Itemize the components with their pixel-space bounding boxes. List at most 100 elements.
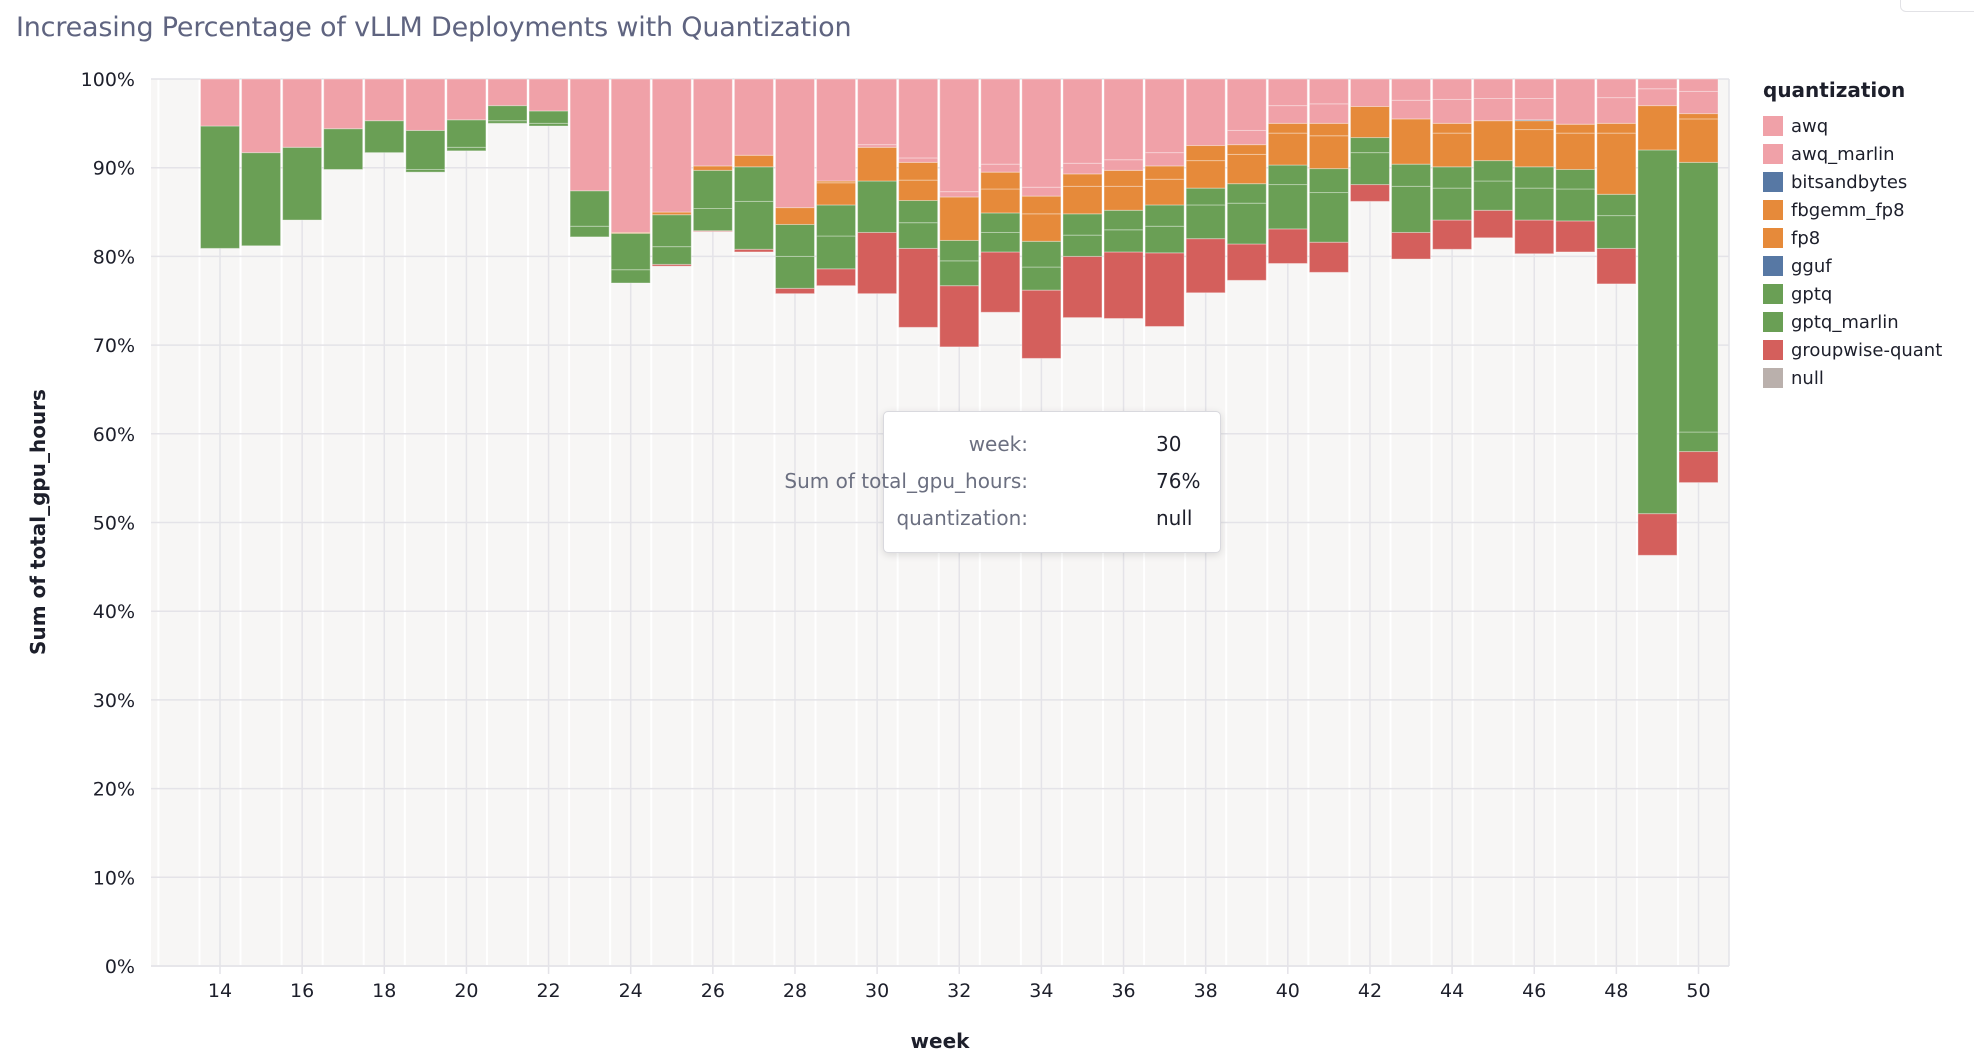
bar-segment-gptq-marlin-week-41[interactable] [1308, 192, 1349, 243]
bar-segment-awq-week-33[interactable] [980, 78, 1021, 165]
bar-segment-awq-week-34[interactable] [1021, 78, 1062, 188]
bar-segment-awq-week-29[interactable] [816, 78, 857, 182]
bar-segment-awq-week-30[interactable] [857, 78, 898, 146]
bar-segment-groupwise-quant-week-30[interactable] [857, 231, 898, 295]
bar-segment-awq-week-49[interactable] [1637, 78, 1678, 90]
bar-segment-null-week-20[interactable] [447, 151, 486, 966]
bar-segment-fbgemm-fp8-week-37[interactable] [1144, 165, 1185, 180]
bar-segment-fp8-week-33[interactable] [980, 188, 1021, 214]
bar-segment-groupwise-quant-week-45[interactable] [1473, 209, 1514, 239]
bar-segment-gptq-marlin-week-32[interactable] [939, 260, 980, 287]
bar-segment-gptq-week-31[interactable] [898, 200, 939, 224]
bar-segment-null-week-18[interactable] [365, 153, 404, 966]
bar-segment-gptq-marlin-week-47[interactable] [1555, 188, 1596, 222]
legend-item-gguf[interactable]: gguf [1763, 252, 1942, 280]
bar-segment-null-week-30[interactable] [858, 294, 897, 966]
bar-segment-gptq-marlin-week-35[interactable] [1062, 234, 1103, 257]
bar-segment-fbgemm-fp8-week-47[interactable] [1555, 123, 1596, 134]
bar-segment-null-week-28[interactable] [775, 294, 814, 966]
bar-segment-fp8-week-32[interactable] [939, 196, 980, 241]
bar-segment-awq-week-19[interactable] [405, 78, 446, 131]
bar-segment-gptq-week-15[interactable] [241, 152, 282, 247]
bar-segment-fp8-week-36[interactable] [1103, 185, 1144, 211]
bar-segment-fp8-week-50[interactable] [1678, 118, 1719, 163]
bar-segment-null-week-25[interactable] [652, 266, 691, 966]
bar-segment-awq-week-14[interactable] [200, 78, 240, 127]
bar-segment-awq-week-17[interactable] [323, 78, 364, 130]
bar-segment-null-week-21[interactable] [488, 123, 527, 966]
bar-segment-gptq-week-33[interactable] [980, 212, 1021, 233]
bar-segment-awq-marlin-week-39[interactable] [1226, 129, 1267, 146]
bar-segment-gptq-marlin-week-29[interactable] [816, 235, 857, 270]
bar-segment-gptq-week-43[interactable] [1391, 163, 1432, 187]
bar-segment-fbgemm-fp8-week-44[interactable] [1432, 122, 1473, 134]
bar-segment-awq-week-22[interactable] [528, 78, 569, 112]
bar-segment-gptq-marlin-week-37[interactable] [1144, 225, 1185, 254]
bar-segment-gptq-week-30[interactable] [857, 180, 898, 233]
bar-segment-gptq-marlin-week-25[interactable] [651, 246, 692, 265]
bar-segment-groupwise-quant-week-49[interactable] [1637, 513, 1678, 556]
bar-segment-awq-week-41[interactable] [1308, 78, 1349, 105]
bar-segment-gptq-week-18[interactable] [364, 120, 405, 154]
bar-segment-gptq-marlin-week-45[interactable] [1473, 180, 1514, 211]
bar-segment-awq-week-37[interactable] [1144, 78, 1185, 154]
bar-segment-null-week-46[interactable] [1515, 254, 1554, 966]
bar-segment-gptq-marlin-week-20[interactable] [446, 146, 487, 152]
bar-segment-fp8-week-39[interactable] [1226, 153, 1267, 185]
bar-segment-awq-week-23[interactable] [569, 78, 610, 192]
bar-segment-null-week-26[interactable] [693, 232, 732, 966]
bar-segment-fp8-week-40[interactable] [1267, 132, 1308, 166]
bar-segment-gptq-week-49[interactable] [1637, 149, 1678, 515]
bar-segment-gptq-marlin-week-43[interactable] [1391, 185, 1432, 233]
bar-segment-awq-marlin-week-44[interactable] [1432, 98, 1473, 124]
bar-segment-gptq-week-36[interactable] [1103, 209, 1144, 231]
bar-segment-groupwise-quant-week-38[interactable] [1185, 238, 1226, 294]
legend-item-gptq[interactable]: gptq [1763, 280, 1942, 308]
bar-segment-awq-week-45[interactable] [1473, 78, 1514, 100]
bar-segment-fbgemm-fp8-week-40[interactable] [1267, 122, 1308, 134]
bar-segment-null-week-23[interactable] [570, 237, 609, 966]
bar-segment-null-week-24[interactable] [611, 283, 650, 966]
bar-segment-gptq-week-14[interactable] [200, 125, 240, 249]
bar-segment-awq-week-36[interactable] [1103, 78, 1144, 161]
bar-segment-gptq-week-45[interactable] [1473, 160, 1514, 182]
bar-segment-gptq-week-19[interactable] [405, 129, 446, 170]
bar-segment-gptq-marlin-week-50[interactable] [1678, 431, 1719, 453]
bar-segment-groupwise-quant-week-46[interactable] [1514, 219, 1555, 255]
bar-segment-gptq-marlin-week-39[interactable] [1226, 202, 1267, 245]
bar-segment-fp8-week-35[interactable] [1062, 185, 1103, 215]
bar-segment-awq-week-15[interactable] [241, 78, 282, 154]
bar-segment-fp8-week-31[interactable] [898, 179, 939, 202]
bar-segment-null-week-47[interactable] [1556, 252, 1595, 966]
bar-segment-groupwise-quant-week-43[interactable] [1391, 231, 1432, 260]
bar-segment-fp8-week-43[interactable] [1391, 118, 1432, 165]
bar-segment-awq-week-31[interactable] [898, 78, 939, 159]
bar-segment-fp8-week-44[interactable] [1432, 132, 1473, 168]
bar-segment-gptq-week-39[interactable] [1226, 183, 1267, 204]
bar-segment-fbgemm-fp8-week-35[interactable] [1062, 173, 1103, 187]
bar-segment-gptq-marlin-week-48[interactable] [1596, 215, 1637, 249]
bar-segment-fp8-week-41[interactable] [1308, 135, 1349, 170]
bar-segment-fbgemm-fp8-week-50[interactable] [1678, 113, 1719, 120]
bar-segment-awq-week-20[interactable] [446, 78, 487, 121]
bar-segment-awq-marlin-week-48[interactable] [1596, 97, 1637, 124]
legend-item-groupwise-quant[interactable]: groupwise-quant [1763, 336, 1942, 364]
bar-segment-null-week-15[interactable] [242, 246, 281, 966]
legend-item-awq[interactable]: awq [1763, 112, 1942, 140]
legend-item-awq-marlin[interactable]: awq_marlin [1763, 140, 1942, 168]
bar-segment-gptq-marlin-week-42[interactable] [1349, 152, 1390, 186]
bar-segment-awq-week-21[interactable] [487, 78, 528, 107]
bar-segment-gptq-week-34[interactable] [1021, 240, 1062, 268]
bar-segment-fp8-week-37[interactable] [1144, 178, 1185, 206]
bar-segment-gptq-marlin-week-23[interactable] [569, 225, 610, 238]
bar-segment-groupwise-quant-week-47[interactable] [1555, 220, 1596, 253]
bar-segment-gptq-week-41[interactable] [1308, 168, 1349, 194]
bar-segment-groupwise-quant-week-31[interactable] [898, 247, 939, 328]
bar-segment-null-week-17[interactable] [324, 169, 363, 966]
bar-segment-groupwise-quant-week-48[interactable] [1596, 247, 1637, 285]
bar-segment-awq-marlin-week-33[interactable] [980, 163, 1021, 173]
bar-segment-awq-marlin-week-31[interactable] [898, 157, 939, 163]
bar-segment-gptq-week-20[interactable] [446, 119, 487, 148]
bar-segment-null-week-48[interactable] [1597, 284, 1636, 966]
bar-segment-awq-marlin-week-36[interactable] [1103, 159, 1144, 171]
